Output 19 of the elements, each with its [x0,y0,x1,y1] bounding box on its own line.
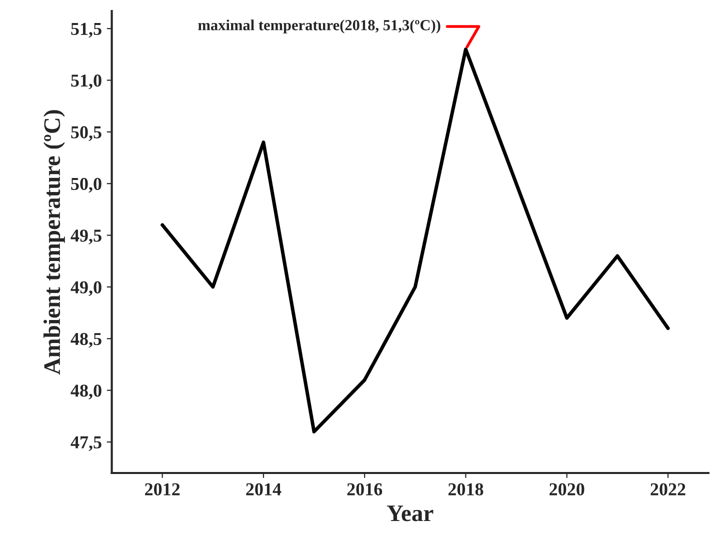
y-tick-label: 48,0 [70,384,102,400]
y-tick-label: 51,5 [71,22,102,38]
annotation: maximal temperature(2018, 51,3(ºC)) [198,20,440,34]
x-tick-label: 2020 [550,483,584,496]
line-series [160,48,670,434]
x-tick-label: 2016 [347,483,382,496]
y-tick-label: 51,0 [71,74,102,90]
y-tick-label: 49,5 [70,230,102,244]
y-axis-title: Ambient temperature (ºC) [43,110,65,375]
y-tick-label: 50,5 [71,126,102,141]
y-tick-label: 48,5 [70,332,102,348]
x-axis-title: Year [386,506,434,522]
x-tick-label: 2018 [448,483,484,496]
x-tick-label: 2012 [145,483,180,496]
x-tick-label: 2014 [246,483,282,496]
y-tick-label: 47,5 [70,436,102,452]
x-tick-label: 2022 [650,483,686,496]
y-tick-label: 49,0 [70,281,102,296]
y-tick-label: 50,0 [71,178,102,193]
